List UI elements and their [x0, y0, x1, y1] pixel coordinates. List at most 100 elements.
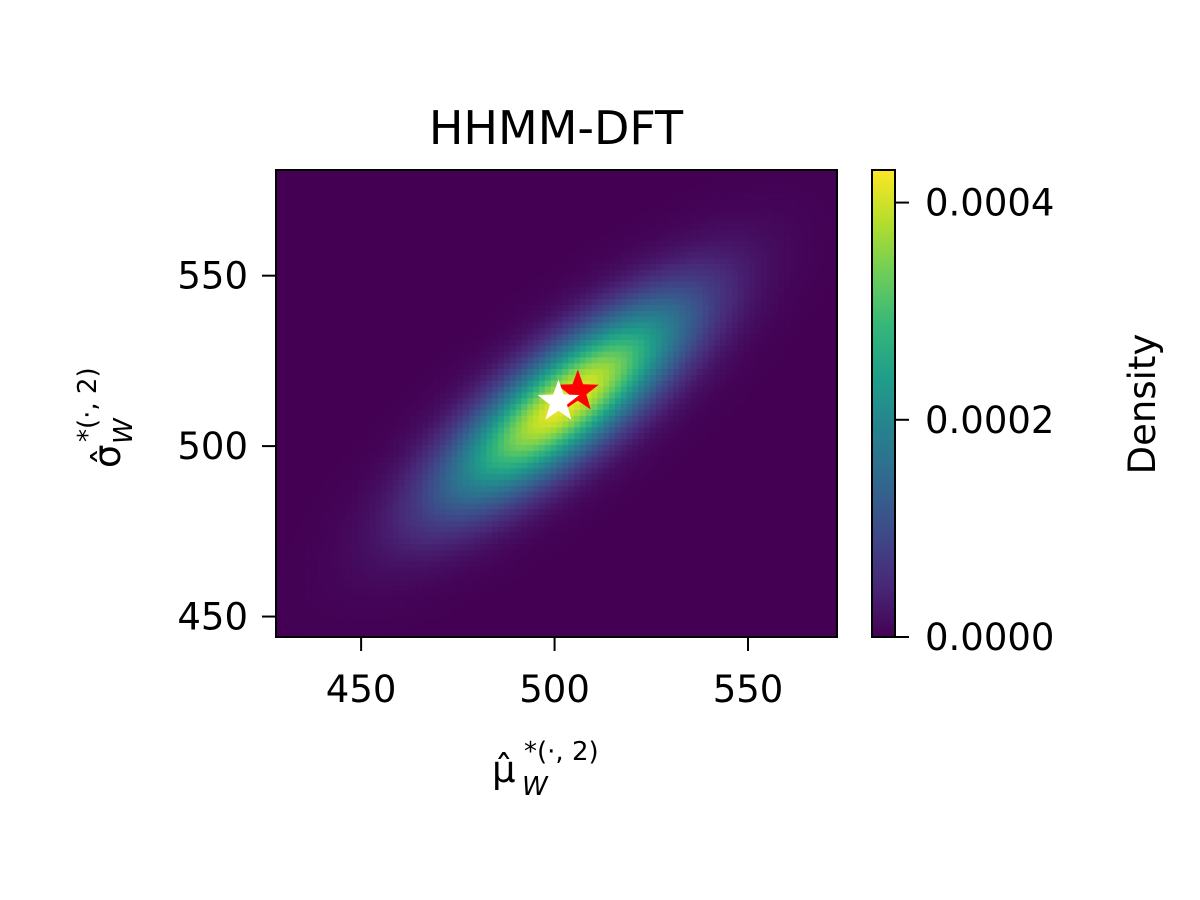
heatmap-cell: [387, 613, 394, 621]
heatmap-cell: [299, 607, 306, 615]
heatmap-cell: [521, 345, 528, 352]
heatmap-cell: [439, 584, 447, 591]
heatmap-cell: [457, 613, 464, 621]
heatmap-cell: [778, 543, 785, 551]
heatmap-cell: [755, 578, 762, 586]
heatmap-cell: [831, 537, 837, 545]
heatmap-cell: [673, 467, 680, 475]
heatmap-cell: [591, 555, 598, 562]
heatmap-cell: [714, 561, 721, 568]
heatmap-cell: [281, 631, 289, 637]
heatmap-cell: [509, 496, 517, 504]
heatmap-cell: [597, 625, 604, 632]
heatmap-cell: [632, 625, 639, 632]
heatmap-cell: [796, 555, 803, 562]
heatmap-cell: [690, 339, 698, 346]
heatmap-cell: [445, 426, 452, 434]
heatmap-cell: [825, 438, 832, 445]
heatmap-cell: [638, 601, 645, 609]
heatmap-cell: [761, 391, 768, 399]
heatmap-cell: [521, 520, 528, 527]
heatmap-cell: [451, 625, 458, 632]
heatmap-cell: [445, 596, 452, 603]
heatmap-cell: [632, 537, 639, 545]
heatmap-cell: [398, 508, 406, 516]
heatmap-cell: [463, 438, 470, 445]
heatmap-cell: [790, 333, 797, 340]
heatmap-cell: [445, 514, 452, 521]
heatmap-cell: [533, 531, 540, 539]
heatmap-cell: [357, 543, 365, 551]
heatmap-cell: [620, 613, 628, 621]
heatmap-cell: [427, 374, 435, 381]
heatmap-cell: [585, 333, 593, 340]
heatmap-cell: [825, 526, 832, 533]
heatmap-cell: [533, 356, 540, 364]
heatmap-cell: [544, 549, 552, 556]
heatmap-cell: [351, 374, 359, 381]
heatmap-cell: [650, 456, 657, 463]
heatmap-cell: [831, 444, 837, 451]
heatmap-cell: [474, 368, 482, 375]
heatmap-cell: [357, 584, 365, 591]
heatmap-cell: [451, 333, 458, 340]
heatmap-cell: [550, 555, 558, 562]
heatmap-cell: [311, 426, 318, 434]
heatmap-cell: [457, 333, 464, 340]
heatmap-cell: [644, 561, 651, 568]
heatmap-cell: [351, 607, 359, 615]
heatmap-cell: [404, 385, 411, 393]
heatmap-cell: [328, 479, 336, 486]
heatmap-cell: [311, 339, 318, 346]
heatmap-cell: [556, 426, 563, 434]
heatmap-cell: [772, 549, 780, 556]
heatmap-cell: [685, 374, 692, 381]
heatmap-cell: [603, 397, 610, 405]
heatmap-cell: [468, 479, 476, 486]
heatmap-cell: [790, 520, 797, 527]
heatmap-cell: [550, 619, 558, 626]
heatmap-cell: [655, 345, 663, 352]
heatmap-cell: [410, 549, 417, 556]
heatmap-cell: [369, 426, 376, 434]
heatmap-cell: [509, 438, 517, 445]
heatmap-cell: [743, 537, 750, 545]
heatmap-cell: [661, 496, 669, 504]
heatmap-cell: [801, 350, 809, 358]
heatmap-cell: [708, 345, 715, 352]
heatmap-cell: [679, 491, 686, 498]
heatmap-cell: [708, 561, 715, 568]
heatmap-cell: [743, 380, 750, 387]
heatmap-cell: [825, 625, 832, 632]
heatmap-cell: [457, 350, 464, 358]
heatmap-cell: [357, 531, 365, 539]
heatmap-cell: [585, 350, 593, 358]
heatmap-cell: [509, 385, 517, 393]
heatmap-cell: [679, 619, 686, 626]
heatmap-cell: [457, 625, 464, 632]
heatmap-cell: [538, 520, 546, 527]
heatmap-cell: [737, 432, 745, 440]
heatmap-cell: [340, 368, 347, 375]
heatmap-cell: [749, 333, 756, 340]
heatmap-cell: [696, 590, 704, 597]
heatmap-cell: [492, 339, 499, 346]
heatmap-cell: [655, 531, 663, 539]
heatmap-cell: [766, 508, 774, 516]
heatmap-cell: [725, 385, 733, 393]
heatmap-cell: [685, 450, 692, 457]
heatmap-cell: [614, 520, 622, 527]
heatmap-cell: [603, 450, 610, 457]
heatmap-cell: [673, 421, 680, 428]
heatmap-cell: [661, 374, 669, 381]
heatmap-cell: [346, 368, 353, 375]
heatmap-cell: [696, 584, 704, 591]
heatmap-cell: [357, 572, 365, 580]
heatmap-cell: [521, 607, 528, 615]
heatmap-cell: [439, 415, 447, 422]
heatmap-cell: [766, 339, 774, 346]
heatmap-cell: [486, 473, 493, 480]
heatmap-cell: [381, 391, 388, 399]
heatmap-cell: [755, 456, 762, 463]
heatmap-cell: [556, 456, 563, 463]
